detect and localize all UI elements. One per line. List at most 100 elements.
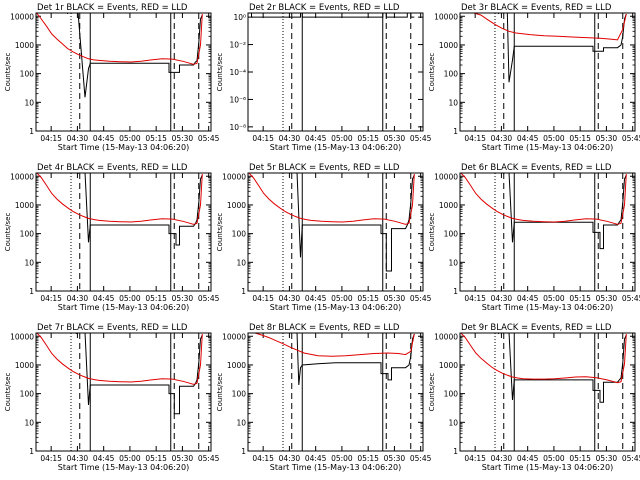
y-tick-label: 10: [448, 418, 458, 427]
y-tick-label: 1000: [439, 41, 458, 50]
y-tick-label: 100: [232, 230, 247, 239]
x-axis-label: Start Time (15-May-13 04:06:20): [482, 463, 613, 472]
x-tick-label: 05:00: [543, 454, 565, 463]
y-tick-label: 1000: [227, 361, 246, 370]
y-tick-label: 1000: [439, 361, 458, 370]
series-group: [248, 173, 415, 272]
y-tick-label: 10⁻⁴: [229, 68, 246, 77]
events-series-line: [75, 333, 203, 415]
events-series-line: [282, 333, 415, 386]
y-tick-label: 10⁻⁸: [229, 123, 246, 132]
lld-series-line: [36, 173, 203, 225]
y-tick-label: 10000: [434, 332, 458, 341]
series-group: [248, 13, 415, 18]
lld-series-line: [36, 13, 203, 65]
plot-frame: [35, 172, 212, 292]
y-tick-label: 1000: [15, 41, 34, 50]
x-tick-label: 05:30: [384, 134, 406, 143]
y-axis-label: Counts/sec: [428, 213, 436, 252]
x-axis-label: Start Time (15-May-13 04:06:20): [482, 303, 613, 312]
y-tick-label: 1: [241, 287, 246, 296]
x-tick-label: 04:15: [40, 294, 62, 303]
x-tick-label: 05:15: [569, 454, 591, 463]
plot-frame: [459, 12, 636, 132]
y-tick-label: 100: [444, 390, 459, 399]
x-tick-label: 04:15: [464, 454, 486, 463]
x-tick-label: 04:15: [252, 134, 274, 143]
x-tick-label: 04:15: [252, 454, 274, 463]
y-tick-label: 10: [448, 98, 458, 107]
lld-series-line: [36, 333, 203, 385]
x-tick-label: 05:15: [357, 294, 379, 303]
x-tick-label: 05:30: [596, 454, 618, 463]
panel-title: Det 2r BLACK = Events, RED = LLD: [249, 3, 400, 13]
y-axis-label: Counts/sec: [216, 373, 224, 412]
lld-series-line: [248, 173, 415, 225]
y-tick-label: 1000: [15, 361, 34, 370]
y-tick-label: 10000: [10, 332, 34, 341]
series-group: [460, 333, 627, 403]
events-series-line: [503, 173, 627, 250]
x-axis-label: Start Time (15-May-13 04:06:20): [58, 143, 189, 152]
y-tick-label: 10: [236, 418, 246, 427]
x-tick-label: 05:00: [543, 294, 565, 303]
lld-series-line: [251, 333, 415, 357]
x-tick-label: 05:00: [119, 134, 141, 143]
x-tick-label: 05:30: [596, 294, 618, 303]
x-tick-label: 04:30: [491, 454, 513, 463]
x-tick-label: 04:45: [93, 454, 115, 463]
y-axis-label: Counts/sec: [216, 53, 224, 92]
x-tick-label: 05:00: [119, 454, 141, 463]
x-tick-label: 05:30: [384, 294, 406, 303]
x-tick-label: 05:15: [569, 134, 591, 143]
plot-frame: [35, 12, 212, 132]
panel-8: Det 8r BLACK = Events, RED = LLD 1 10 100 10…: [216, 323, 432, 472]
y-tick-label: 1: [241, 447, 246, 456]
events-series-line: [498, 13, 627, 83]
panel-title: Det 8r BLACK = Events, RED = LLD: [249, 323, 400, 333]
y-tick-label: 10: [24, 418, 34, 427]
y-axis-label: Counts/sec: [216, 213, 224, 252]
y-axis-label: Counts/sec: [4, 213, 12, 252]
y-tick-label: 10000: [10, 12, 34, 21]
marker-lines: [70, 333, 200, 451]
y-tick-label: 10⁰: [233, 13, 246, 22]
events-series-line: [248, 13, 415, 18]
panel-5: Det 5r BLACK = Events, RED = LLD 1 10 100 10…: [216, 163, 432, 312]
x-tick-label: 04:15: [252, 294, 274, 303]
x-tick-label: 04:45: [93, 294, 115, 303]
x-tick-label: 04:30: [67, 294, 89, 303]
x-axis-label: Start Time (15-May-13 04:06:20): [270, 303, 401, 312]
x-tick-label: 05:15: [357, 134, 379, 143]
y-tick-label: 1: [453, 447, 458, 456]
events-series-line: [498, 333, 627, 403]
x-tick-label: 04:30: [491, 134, 513, 143]
x-tick-label: 05:30: [172, 454, 194, 463]
x-tick-label: 05:30: [172, 294, 194, 303]
y-axis-label: Counts/sec: [4, 53, 12, 92]
x-tick-label: 04:30: [279, 134, 301, 143]
x-tick-label: 04:30: [279, 294, 301, 303]
x-axis-label: Start Time (15-May-13 04:06:20): [58, 463, 189, 472]
series-group: [470, 13, 627, 83]
y-axis-label: Counts/sec: [428, 53, 436, 92]
series-group: [36, 333, 203, 415]
x-axis-label: Start Time (15-May-13 04:06:20): [58, 303, 189, 312]
panel-title: Det 5r BLACK = Events, RED = LLD: [249, 163, 400, 173]
y-tick-label: 1: [453, 127, 458, 136]
plot-frame: [35, 332, 212, 452]
y-tick-label: 10: [236, 258, 246, 267]
panel-title: Det 1r BLACK = Events, RED = LLD: [37, 3, 188, 13]
x-tick-label: 05:00: [331, 294, 353, 303]
series-group: [460, 173, 627, 250]
lld-series-line: [460, 173, 627, 225]
panel-9: Det 9r BLACK = Events, RED = LLD 1 10 100 10…: [428, 323, 640, 472]
x-tick-label: 04:45: [305, 294, 327, 303]
series-group: [36, 13, 203, 98]
y-tick-label: 10⁻⁶: [229, 95, 246, 104]
y-tick-label: 100: [20, 230, 35, 239]
panel-title: Det 3r BLACK = Events, RED = LLD: [461, 3, 612, 13]
y-tick-label: 100: [232, 390, 247, 399]
